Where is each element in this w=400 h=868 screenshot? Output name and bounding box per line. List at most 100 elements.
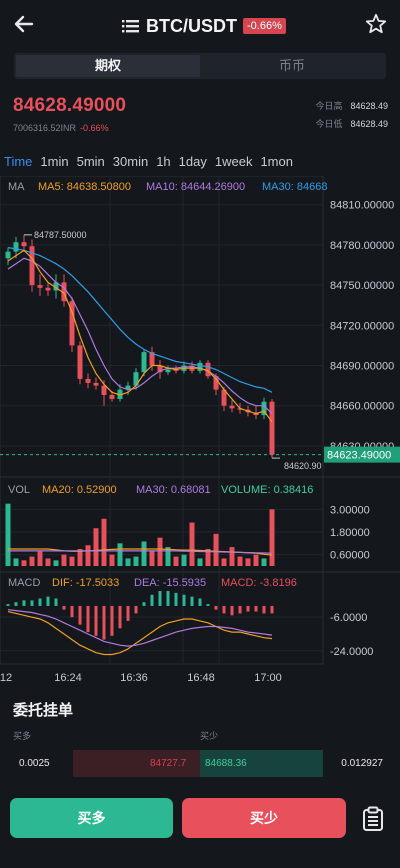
timeframe-1week[interactable]: 1week: [214, 154, 253, 169]
volume-bar: [77, 549, 83, 566]
chart-axes: 84810.00000 84780.00000 84750.00000 84720.0…: [0, 200, 400, 684]
today-high-label: 今日高: [315, 101, 343, 111]
macd-histogram-bar: [270, 605, 274, 614]
volume-bar: [85, 545, 91, 566]
volume-bar: [205, 549, 211, 566]
back-arrow-icon[interactable]: [12, 12, 36, 36]
time-tick-label: 16:24: [54, 672, 82, 684]
favorite-star-icon[interactable]: [364, 12, 388, 36]
order-list-icon[interactable]: [360, 806, 386, 832]
today-high: 今日高 84628.49: [315, 99, 388, 112]
volume-bar: [69, 556, 75, 566]
order-price-left: 84727.7: [150, 758, 187, 769]
segment-spot[interactable]: 币币: [278, 58, 305, 73]
pair-title: BTC/USDT: [146, 15, 237, 36]
candle-body: [29, 246, 35, 286]
orders-sell-label: 买少: [200, 731, 219, 741]
volume-bar: [181, 554, 187, 566]
price-tick-label: 84720.00000: [330, 320, 394, 332]
orders-buy-label: 买多: [13, 731, 32, 741]
macd-histogram-bar: [86, 605, 90, 633]
macd-tick-label: -6.0000: [330, 612, 367, 624]
volume-bar: [133, 556, 139, 566]
volume-tick-label: 3.00000: [330, 504, 370, 516]
timeframe-1mon[interactable]: 1mon: [260, 154, 293, 169]
kline-chart[interactable]: 84787.50000 84620.90 84810.00000 84780.000…: [0, 176, 400, 688]
ma5-legend: MA5: 84638.50800: [38, 181, 131, 193]
macd-histogram-bar: [30, 600, 34, 606]
candle-body: [117, 389, 123, 399]
candle-body: [21, 242, 27, 247]
candle-body: [269, 401, 275, 455]
volume-bar: [173, 556, 179, 566]
timeframe-time[interactable]: Time: [4, 154, 33, 169]
macd-histogram-bar: [62, 605, 66, 610]
candle-body: [213, 376, 219, 390]
volume-tick-label: 0.60000: [330, 550, 370, 562]
candle-body: [53, 282, 59, 291]
price-tick-label: 84780.00000: [330, 240, 394, 252]
timeframe-5min[interactable]: 5min: [76, 154, 105, 169]
sell-depth-bar: [73, 750, 200, 777]
today-low-label: 今日低: [315, 119, 343, 129]
macd-dif-line: [7, 611, 273, 656]
min-price-label: 84620.90: [284, 461, 322, 471]
timeframe-1h[interactable]: 1h: [156, 154, 171, 169]
volume-bar: [5, 503, 11, 566]
macd-histogram-bar: [38, 598, 42, 606]
vol-ma20-legend: MA20: 0.52900: [42, 484, 117, 496]
candle-body: [45, 287, 51, 291]
volume-bar: [189, 522, 195, 566]
time-tick-label: 12: [0, 672, 12, 684]
macd-histogram-bar: [70, 605, 74, 618]
volume-bar: [117, 543, 123, 566]
ma30-line: [7, 247, 273, 393]
pair-selector[interactable]: BTC/USDT -0.66%: [122, 14, 286, 38]
volume-ma30-line: [8, 550, 273, 554]
macd-histogram-bar: [166, 591, 170, 606]
max-price-label: 84787.50000: [34, 230, 87, 240]
macd-histogram-bar: [94, 605, 98, 636]
candle-body: [13, 242, 19, 252]
volume-bar: [261, 558, 267, 566]
last-price-axis-label: 84623.49000: [327, 450, 391, 462]
macd-histogram-bar: [198, 598, 202, 606]
buy-long-button[interactable]: 买多: [10, 798, 173, 838]
timeframe-1min[interactable]: 1min: [40, 154, 69, 169]
candle-body: [157, 365, 163, 373]
volume-bar: [157, 537, 163, 566]
candle-body: [85, 378, 91, 383]
volume-bar: [21, 560, 27, 566]
timeframe-1day[interactable]: 1day: [178, 154, 207, 169]
macd-tick-label: -24.0000: [330, 646, 373, 658]
macd-histogram-bar: [254, 605, 258, 612]
orders-title: 委托挂单: [13, 702, 74, 719]
candle-body: [229, 405, 235, 409]
volume-bar: [29, 556, 35, 566]
buy-short-button[interactable]: 买少: [182, 798, 346, 838]
volume-bar: [125, 558, 131, 566]
macd-histogram-bar: [246, 605, 250, 612]
order-amount-left: 0.0025: [19, 758, 50, 769]
candle-body: [261, 401, 267, 416]
price-tick-label: 84690.00000: [330, 361, 394, 373]
vol-label: VOL: [8, 484, 30, 496]
timeframe-30min[interactable]: 30min: [112, 154, 149, 169]
macd-histogram-bar: [46, 596, 50, 606]
order-row[interactable]: 0.0025 84727.7 84688.36 0.012927: [0, 750, 400, 778]
ma5-line: [7, 249, 273, 423]
macd-histogram-bar: [118, 605, 122, 629]
volume-bar: [141, 541, 147, 566]
change-badge: -0.66%: [243, 18, 286, 34]
last-price-box: [324, 446, 400, 463]
macd-histogram-bar: [222, 605, 226, 614]
volume-bar: [237, 556, 243, 566]
volume-bar: [93, 528, 99, 566]
macd-histogram-bar: [182, 594, 186, 606]
candle-body: [165, 369, 171, 373]
change-percent: -0.66%: [80, 123, 109, 133]
macd-histogram-bar: [14, 602, 18, 606]
volume-bar: [221, 558, 227, 566]
segment-options[interactable]: 期权: [16, 55, 200, 77]
volume-bar: [269, 509, 275, 566]
